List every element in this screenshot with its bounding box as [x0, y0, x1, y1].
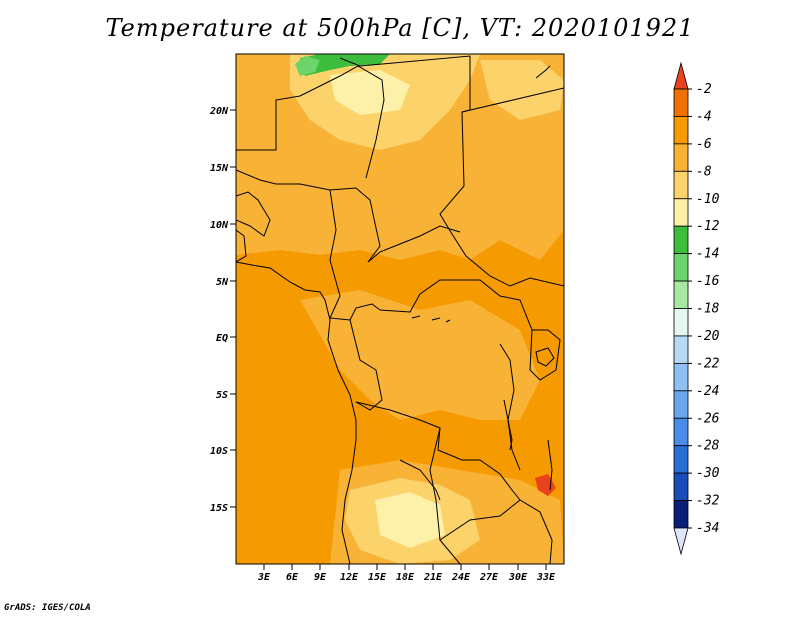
lat-label: 15S	[210, 503, 228, 514]
lat-label: 5S	[216, 390, 228, 401]
lon-label: 12E	[340, 572, 359, 583]
colorbar-label: -30	[696, 466, 720, 481]
border-chad-cameroon	[236, 191, 271, 237]
lon-label: 9E	[314, 572, 327, 583]
border-angola	[429, 427, 461, 564]
colorbar-label: -10	[696, 192, 720, 207]
field-lightgreen-north	[295, 56, 320, 76]
lon-label: 3E	[257, 572, 271, 583]
lake-malawi	[547, 439, 553, 491]
lon-label: 33E	[536, 572, 556, 583]
country-borders	[236, 55, 564, 564]
grads-credit: GrADS: IGES/COLA	[4, 603, 91, 613]
border-nigeria	[236, 169, 381, 263]
lon-label: 6E	[286, 572, 299, 583]
lake-tanganyika	[503, 399, 513, 451]
lake-1	[411, 315, 451, 323]
colorbar-swatch	[673, 253, 689, 282]
lon-label: 30E	[508, 572, 528, 583]
lat-label: 15N	[210, 163, 229, 174]
field-light-orange-center	[300, 290, 540, 420]
map-title: Temperature at 500hPa [C], VT: 202010192…	[105, 14, 695, 42]
lon-label: 15E	[368, 572, 387, 583]
border-east	[529, 329, 561, 381]
colorbar-label: -8	[696, 164, 712, 179]
border-drc-west	[349, 319, 383, 411]
border-north-b	[339, 55, 471, 187]
colorbar-label: -32	[696, 494, 720, 509]
lat-label: 20N	[209, 106, 229, 117]
lat-label: 10S	[210, 446, 228, 457]
colorbar-bottom-arrow	[673, 527, 689, 556]
coastline-west	[236, 261, 357, 564]
lon-label: 18E	[396, 572, 415, 583]
colorbar-swatch	[673, 88, 689, 117]
colorbar-swatch	[673, 417, 689, 447]
lon-labels: 3E 6E 9E 12E 15E 18E 21E 24E 27E 30E 33E	[257, 572, 556, 583]
colorbar-swatch	[673, 198, 689, 227]
temperature-field	[236, 54, 564, 564]
colorbar-swatch	[673, 225, 689, 255]
lake-victoria	[535, 347, 555, 367]
islands	[535, 65, 551, 79]
border-congo	[379, 279, 533, 371]
lat-label: 5N	[216, 277, 229, 288]
field-pale-north	[330, 70, 410, 115]
colorbar-swatch	[673, 362, 689, 392]
lat-labels: 20N 15N 10N 5N EQ 5S 10S 15S	[209, 106, 229, 514]
colorbar-swatch	[673, 116, 689, 145]
lat-label: EQ	[216, 333, 228, 344]
border-misc-2	[399, 459, 441, 501]
colorbar-swatch	[673, 390, 689, 419]
colorbar-label: -12	[696, 219, 720, 234]
colorbar-swatch	[673, 308, 689, 337]
colorbar-swatch	[673, 170, 689, 200]
map-frame	[235, 53, 565, 565]
colorbar: -2 -4 -6 -8 -10 -12 -14 -16 -18 -20 -22 -24 -26 -28 -3…	[673, 61, 720, 556]
colorbar-label: -28	[696, 439, 720, 454]
colorbar-label: -18	[696, 302, 720, 317]
lat-label: 10N	[210, 220, 229, 231]
lon-label: 27E	[479, 572, 499, 583]
border-chad-sudan	[439, 185, 564, 287]
field-yellow-east	[480, 60, 564, 120]
colorbar-swatch	[673, 280, 689, 309]
border-misc-1	[236, 229, 247, 263]
border-great-lakes	[499, 343, 521, 471]
colorbar-top-arrow	[673, 61, 689, 90]
colorbar-label: -14	[696, 247, 719, 262]
border-cameroon	[329, 189, 381, 321]
colorbar-swatch	[673, 500, 689, 529]
lat-ticks	[230, 109, 236, 508]
field-green-north	[300, 54, 390, 76]
colorbar-label: -16	[696, 274, 720, 289]
lon-ticks	[263, 564, 547, 570]
colorbar-swatch	[673, 445, 689, 474]
colorbar-swatch	[673, 143, 689, 172]
colorbar-label: -24	[696, 384, 719, 399]
colorbar-label: -2	[696, 82, 712, 97]
colorbar-swatch	[673, 472, 689, 501]
colorbar-label: -6	[696, 137, 712, 152]
colorbar-label: -20	[696, 329, 720, 344]
colorbar-label: -26	[696, 411, 720, 426]
border-north-a	[236, 65, 385, 179]
lon-label: 24E	[451, 572, 471, 583]
border-zambia	[439, 499, 553, 564]
border-drc-south	[355, 401, 521, 501]
colorbar-swatch	[673, 335, 689, 364]
colorbar-label: -4	[696, 109, 712, 124]
border-car	[367, 225, 461, 263]
field-pale-south	[375, 492, 445, 548]
lon-label: 21E	[423, 572, 443, 583]
border-east-sudan	[461, 87, 564, 113]
colorbar-label: -34	[696, 521, 719, 536]
colorbar-label: -22	[696, 356, 720, 371]
